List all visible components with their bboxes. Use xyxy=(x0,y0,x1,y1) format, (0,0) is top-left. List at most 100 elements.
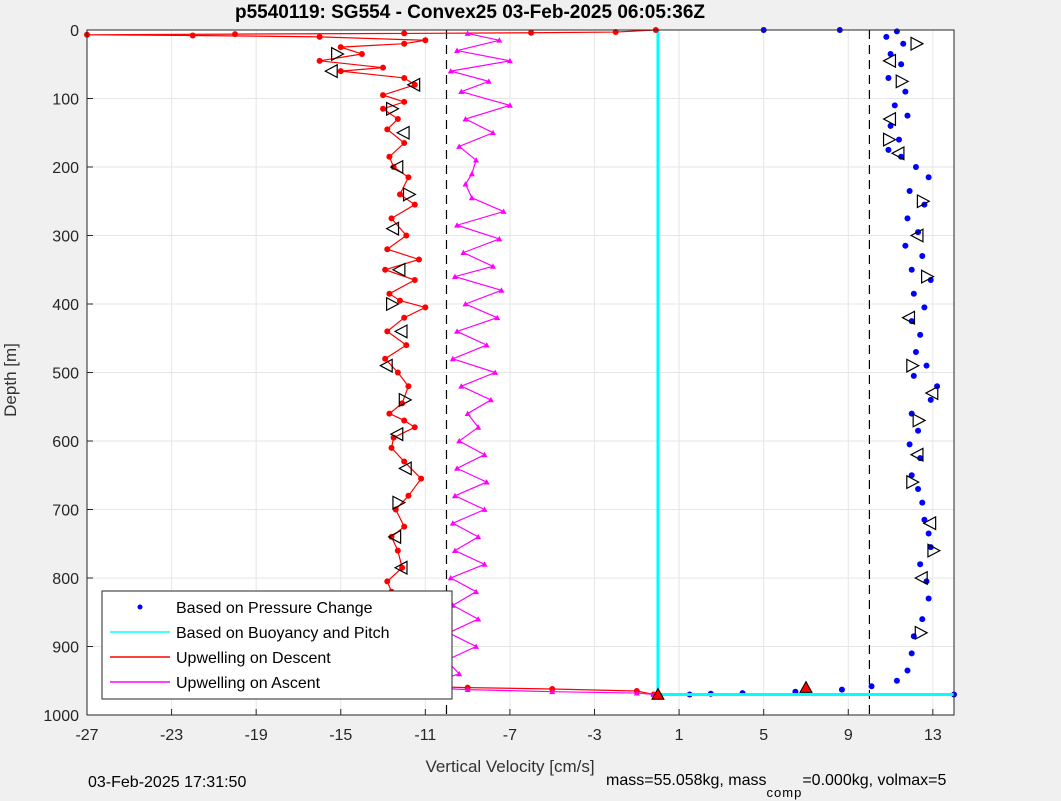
legend-label: Based on Pressure Change xyxy=(176,600,373,617)
data-point xyxy=(449,355,456,362)
data-point xyxy=(189,32,196,39)
mass-prefix: mass=55.058kg, mass xyxy=(606,772,767,789)
timestamp: 03-Feb-2025 17:31:50 xyxy=(88,774,247,791)
direction-marker xyxy=(909,228,924,243)
data-point xyxy=(908,472,915,479)
y-tick-label: 500 xyxy=(52,366,79,383)
data-point xyxy=(506,102,513,108)
data-point xyxy=(462,181,469,187)
data-point xyxy=(396,297,403,304)
x-tick-label: -11 xyxy=(414,727,436,744)
data-point xyxy=(838,686,845,693)
axis-ticks: -27 -23 -19 -15 -11 -7 -3 1 5 9 13 0 100 200 300 400 500… xyxy=(43,23,941,744)
mass-subscript: comp xyxy=(766,785,803,800)
data-point xyxy=(885,74,892,81)
data-point xyxy=(925,174,932,181)
data-point xyxy=(411,277,418,284)
data-point xyxy=(883,33,890,40)
data-point xyxy=(386,153,393,160)
direction-marker xyxy=(890,146,905,161)
data-point xyxy=(316,57,323,64)
data-point xyxy=(483,479,490,485)
data-point xyxy=(908,650,915,657)
data-point xyxy=(885,146,892,153)
data-point xyxy=(405,174,412,181)
legend-label: Upwelling on Ascent xyxy=(176,675,321,692)
direction-marker xyxy=(398,392,413,408)
direction-marker xyxy=(921,269,935,284)
y-tick-label: 900 xyxy=(52,640,79,657)
data-point xyxy=(902,88,909,95)
data-point xyxy=(908,410,915,417)
data-point xyxy=(394,369,401,376)
data-point xyxy=(454,222,461,228)
data-point xyxy=(498,287,505,293)
data-point xyxy=(927,544,934,551)
data-point xyxy=(401,40,408,47)
data-point xyxy=(468,170,475,177)
data-point xyxy=(401,458,408,465)
data-point xyxy=(384,126,391,133)
direction-marker xyxy=(922,515,937,531)
series-line xyxy=(397,32,654,696)
data-point xyxy=(454,465,461,471)
data-point xyxy=(917,331,924,338)
data-point xyxy=(358,50,365,57)
data-point xyxy=(464,410,471,416)
direction-marker xyxy=(916,193,931,209)
data-point xyxy=(473,643,480,649)
data-point xyxy=(415,256,422,263)
data-point xyxy=(473,588,480,595)
data-point xyxy=(405,383,412,390)
y-tick-label: 0 xyxy=(70,23,79,40)
data-point xyxy=(487,396,494,403)
y-tick-label: 300 xyxy=(52,229,79,246)
data-point xyxy=(454,328,461,334)
data-point xyxy=(925,595,932,602)
data-point xyxy=(382,355,389,362)
data-point xyxy=(418,475,425,482)
data-point xyxy=(490,263,497,269)
legend-swatch xyxy=(137,604,143,610)
data-point xyxy=(451,273,458,279)
direction-marker xyxy=(909,447,924,462)
x-tick-label: 1 xyxy=(675,727,684,744)
data-point xyxy=(382,266,389,273)
data-point xyxy=(612,29,619,36)
data-point xyxy=(447,68,454,74)
data-point xyxy=(500,208,507,214)
data-point xyxy=(633,690,640,696)
data-point xyxy=(468,194,475,201)
data-point xyxy=(475,424,482,430)
data-point xyxy=(917,455,924,462)
data-point xyxy=(904,667,911,674)
data-point xyxy=(422,304,429,311)
data-point xyxy=(386,290,393,297)
data-point xyxy=(401,74,408,81)
data-point xyxy=(473,157,480,163)
mass-note: mass=55.058kg, masscomp=0.000kg, volmax=… xyxy=(606,772,946,800)
y-tick-label: 400 xyxy=(52,297,79,314)
data-point xyxy=(401,30,408,37)
direction-marker xyxy=(398,461,412,476)
direction-marker xyxy=(910,36,925,51)
data-point xyxy=(403,342,410,349)
direction-marker xyxy=(393,324,408,339)
data-point xyxy=(422,37,429,44)
direction-marker xyxy=(882,53,897,69)
data-point xyxy=(464,30,471,36)
data-point xyxy=(549,688,556,695)
data-point xyxy=(919,616,926,623)
data-point xyxy=(910,290,917,297)
direction-marker xyxy=(906,474,920,490)
data-point xyxy=(496,235,503,242)
data-point xyxy=(904,215,911,222)
data-point xyxy=(902,242,909,249)
data-point xyxy=(494,314,501,321)
direction-marker xyxy=(386,101,400,117)
direction-marker xyxy=(913,570,928,586)
data-point xyxy=(910,372,917,379)
direction-marker xyxy=(402,187,417,202)
direction-marker xyxy=(901,310,916,325)
